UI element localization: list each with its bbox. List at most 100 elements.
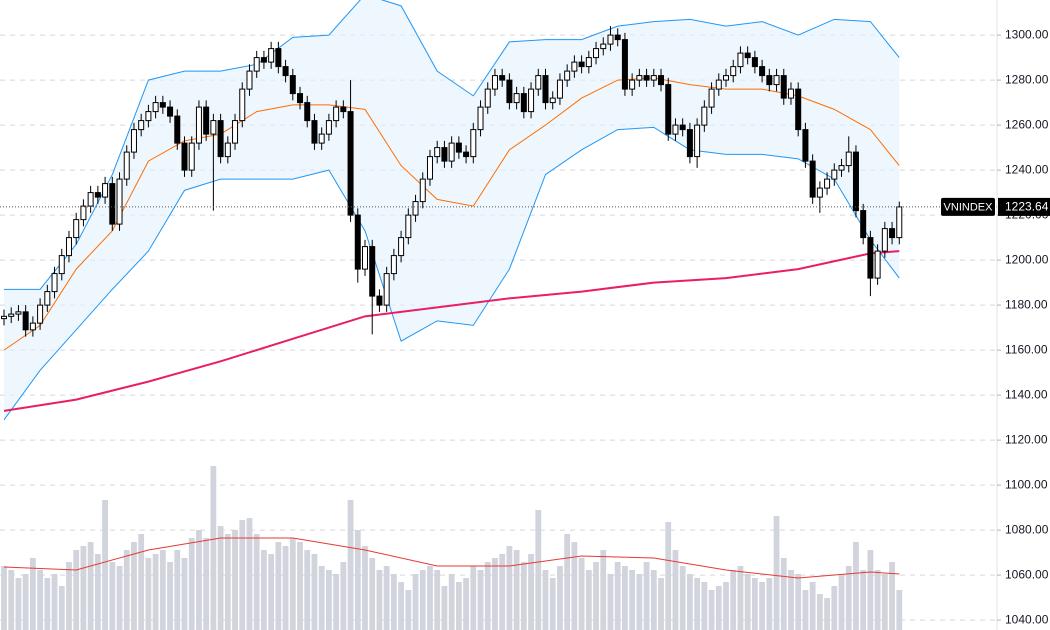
- volume-bar: [304, 550, 311, 630]
- candle-body: [528, 88, 535, 113]
- volume-bar: [210, 466, 217, 630]
- candle-body: [260, 57, 267, 63]
- candle-body: [65, 237, 72, 257]
- y-tick-label: 1120.00: [1005, 432, 1048, 446]
- volume-bar: [448, 574, 455, 630]
- candle-body: [325, 120, 332, 135]
- candle-body: [1, 315, 7, 320]
- candle-body: [239, 88, 246, 122]
- volume-bar: [398, 582, 404, 630]
- candle-body: [838, 165, 845, 171]
- bollinger-lower: [3, 126, 900, 421]
- candle-body: [195, 106, 202, 144]
- volume-bar: [889, 562, 895, 630]
- candle-body: [787, 88, 794, 99]
- volume-bar: [188, 538, 195, 630]
- volume-bar: [723, 582, 729, 630]
- plot-area: [0, 0, 997, 630]
- volume-bar: [751, 578, 758, 630]
- volume-bar: [860, 570, 867, 630]
- volume-bar: [167, 562, 173, 630]
- volume-bar: [275, 542, 282, 630]
- candle-body: [73, 219, 80, 239]
- candle-body: [289, 75, 296, 95]
- volume-bar: [8, 570, 15, 630]
- candle-body: [116, 178, 123, 225]
- volume-bar: [15, 578, 22, 630]
- volume-bar: [759, 582, 765, 630]
- volume-bar: [390, 574, 397, 630]
- candle-body: [477, 106, 484, 131]
- candle-body: [167, 106, 174, 117]
- candle-body: [138, 120, 145, 131]
- candle-body: [434, 147, 441, 158]
- volume-bar: [816, 594, 823, 630]
- volume-bar: [1, 566, 7, 630]
- candle-body: [354, 214, 361, 270]
- volume-bar: [737, 566, 744, 630]
- volume-bar: [809, 582, 816, 630]
- candle-body: [87, 192, 94, 207]
- volume-bar: [22, 574, 29, 630]
- candle-body: [751, 57, 758, 68]
- candle-body: [419, 178, 426, 203]
- candle-body: [123, 151, 130, 180]
- volume-bar: [838, 574, 845, 630]
- volume-bar: [672, 550, 679, 630]
- volume-bar: [362, 546, 368, 630]
- volume-bar: [232, 530, 238, 630]
- candle-body: [253, 57, 260, 72]
- volume-bar: [123, 550, 130, 630]
- volume-bar: [455, 582, 462, 630]
- candle-body: [831, 169, 838, 180]
- bollinger-fill: [4, 0, 900, 420]
- volume-bar: [412, 574, 419, 630]
- candle-body: [889, 228, 896, 239]
- volume-bar: [528, 554, 534, 630]
- candle-body: [463, 151, 470, 158]
- candle-body: [629, 79, 636, 90]
- volume-bar: [549, 578, 556, 630]
- candle-body: [8, 313, 15, 317]
- candle-body: [499, 75, 506, 81]
- volume-bar: [369, 558, 376, 630]
- candle-body: [224, 142, 231, 158]
- candle-body: [58, 255, 65, 275]
- candle-body: [672, 124, 679, 135]
- candle-body: [376, 295, 383, 306]
- volume-bar: [687, 574, 693, 630]
- volume-bar: [29, 558, 36, 630]
- candle-body: [643, 75, 650, 81]
- volume-bar: [708, 590, 715, 630]
- candle-body: [268, 48, 275, 63]
- volume-bar: [506, 546, 513, 630]
- volume-bar: [261, 550, 267, 630]
- volume-bar: [715, 586, 722, 630]
- volume-bar: [492, 558, 498, 630]
- candle-body: [564, 70, 571, 81]
- candle-body: [362, 246, 368, 270]
- candle-body: [520, 93, 527, 113]
- volume-bar: [607, 574, 614, 630]
- volume-bar: [268, 554, 275, 630]
- volume-bar: [542, 570, 549, 630]
- candle-body: [347, 111, 354, 216]
- candle-body: [578, 61, 585, 68]
- candle-body: [470, 129, 477, 158]
- symbol-label-box: [941, 197, 995, 216]
- candle-body: [398, 237, 405, 257]
- volume-bar: [766, 578, 773, 630]
- candle-body: [491, 75, 498, 90]
- y-tick-label: 1200.00: [1005, 252, 1049, 266]
- candle-body: [304, 102, 311, 122]
- volume-bar: [66, 562, 72, 630]
- candle-body: [585, 57, 592, 68]
- candle-body: [159, 102, 166, 108]
- candle-body: [694, 124, 701, 158]
- volume-bar: [831, 586, 838, 630]
- candle-body: [614, 34, 621, 41]
- volume-bar: [600, 550, 607, 630]
- candle-body: [867, 237, 874, 279]
- volume-bar: [217, 526, 224, 630]
